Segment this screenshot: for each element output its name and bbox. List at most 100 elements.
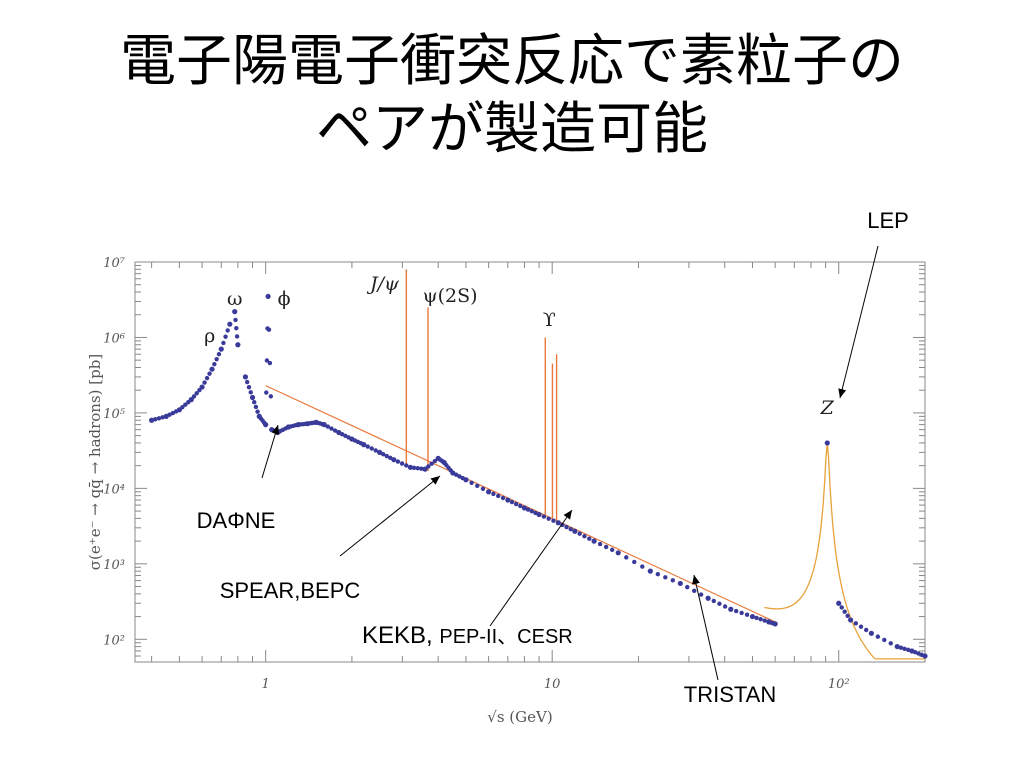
data-point — [365, 444, 370, 449]
data-point — [655, 572, 661, 577]
slide-title: 電子陽電子衝突反応で素粒子の ペアが製造可能 — [0, 28, 1024, 164]
data-point — [560, 522, 565, 528]
data-point — [202, 380, 207, 385]
data-point — [194, 391, 199, 396]
data-point — [922, 653, 928, 659]
data-point — [332, 428, 338, 433]
data-point — [518, 503, 523, 509]
data-point — [463, 477, 469, 483]
data-point — [264, 390, 269, 395]
data-point — [321, 422, 327, 428]
data-point — [480, 486, 486, 492]
data-point — [513, 501, 519, 507]
data-point — [325, 424, 331, 429]
data-point — [739, 610, 744, 616]
data-point — [582, 533, 587, 539]
data-point — [263, 422, 269, 428]
data-point — [475, 483, 480, 488]
data-point — [546, 516, 551, 521]
data-point — [624, 555, 629, 560]
annotation-label: SPEAR,BEPC — [220, 578, 361, 603]
y-tick-label: 10³ — [103, 558, 125, 573]
data-point — [496, 493, 501, 499]
data-point — [266, 327, 272, 332]
data-point — [845, 613, 850, 619]
y-tick-label: 10⁶ — [103, 331, 125, 346]
data-point — [597, 541, 603, 547]
data-point — [422, 466, 428, 472]
data-point — [209, 366, 215, 372]
data-point — [717, 601, 722, 606]
data-point — [153, 417, 158, 422]
data-point — [863, 627, 869, 633]
data-point — [252, 400, 257, 405]
data-point — [264, 358, 270, 363]
data-point — [705, 595, 711, 601]
data-point — [404, 463, 409, 468]
data-point — [339, 431, 345, 437]
annotation-arrow — [489, 509, 573, 627]
data-point — [647, 568, 653, 574]
x-tick-label: 1 — [262, 677, 270, 692]
annotation-arrow — [838, 245, 879, 399]
y-tick-label: 10⁴ — [103, 482, 125, 497]
data-point — [587, 536, 592, 541]
data-point — [180, 405, 185, 410]
y-tick-label: 10⁵ — [103, 407, 126, 422]
data-point — [577, 531, 582, 536]
data-point — [728, 606, 734, 612]
data-point — [525, 507, 531, 512]
data-point — [824, 440, 830, 446]
data-point — [698, 592, 704, 597]
y-tick-label: 10⁷ — [103, 256, 126, 271]
data-point — [381, 451, 386, 457]
data-point — [248, 390, 253, 395]
data-point — [591, 538, 597, 544]
data-point — [640, 564, 645, 569]
data-point — [267, 360, 273, 366]
data-point — [772, 621, 778, 627]
data-point — [419, 466, 424, 471]
data-point — [384, 453, 389, 459]
data-point — [529, 509, 534, 514]
data-point — [842, 609, 847, 614]
data-point — [429, 461, 434, 466]
data-point — [235, 342, 241, 348]
data-point — [754, 615, 759, 621]
data-point — [685, 584, 690, 590]
data-point — [170, 410, 176, 416]
x-axis-label: √s (GeV) — [487, 708, 552, 726]
data-point — [603, 544, 609, 550]
resonance-label: Z — [820, 397, 835, 419]
annotation-label: TRISTAN — [684, 682, 776, 707]
data-point — [343, 433, 348, 438]
data-point — [234, 325, 239, 331]
data-point — [734, 608, 739, 614]
data-point — [848, 617, 854, 623]
resonance-label: ρ — [204, 325, 215, 347]
x-tick-label: 10 — [544, 677, 561, 692]
resonance-labels: ρω ϕ J/ψ ψ(2S) ϒ Z — [204, 273, 835, 419]
data-point — [868, 630, 874, 636]
data-point — [469, 480, 474, 485]
resonance-label: ϕ — [278, 288, 291, 310]
data-points — [149, 293, 928, 659]
data-point — [898, 645, 904, 650]
x-tick-label: 10² — [828, 677, 850, 692]
data-point — [225, 328, 230, 333]
data-point — [491, 491, 496, 497]
annotation-label: LEP — [867, 208, 909, 233]
data-point — [533, 510, 538, 516]
data-point — [212, 361, 217, 367]
data-point — [432, 458, 438, 464]
resonance-label: ψ(2S) — [423, 285, 478, 307]
data-point — [242, 374, 249, 380]
data-point — [541, 514, 547, 519]
data-point — [839, 605, 844, 610]
data-point — [457, 474, 462, 479]
data-point — [218, 346, 224, 352]
data-point — [505, 497, 511, 503]
data-point — [615, 550, 621, 556]
data-point — [692, 588, 697, 594]
